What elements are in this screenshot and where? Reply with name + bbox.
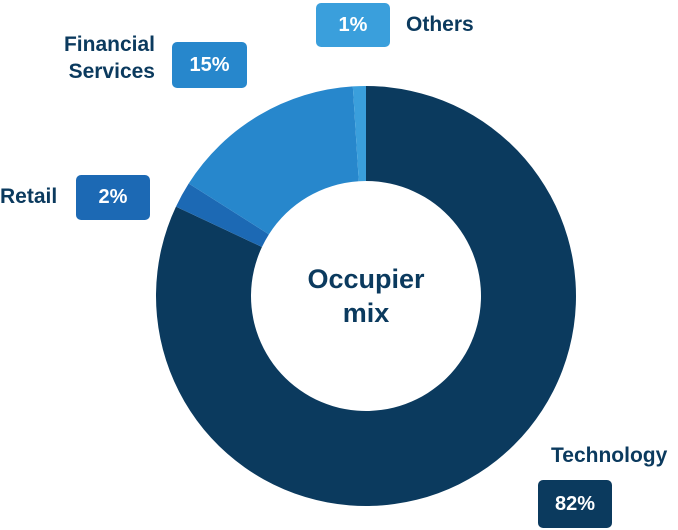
category-label: Technology (551, 444, 668, 467)
donut-slice (188, 86, 359, 235)
donut-slice (156, 86, 577, 506)
value-label: 82% (538, 480, 612, 528)
donut-slice (175, 183, 269, 248)
category-label: Retail (0, 185, 58, 208)
category-label: Financial Services (63, 33, 155, 83)
category-label: Others (406, 13, 474, 36)
value-label: 1% (316, 3, 390, 47)
value-label: 15% (172, 42, 247, 88)
value-label: 2% (76, 175, 150, 220)
chart-title: Occupier mix (307, 264, 425, 328)
donut-slice (352, 86, 366, 182)
